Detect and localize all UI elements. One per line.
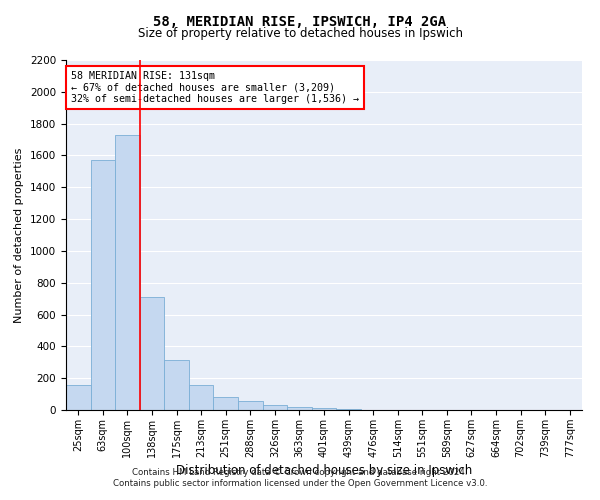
- Bar: [66, 384, 91, 410]
- Text: 58 MERIDIAN RISE: 131sqm
← 67% of detached houses are smaller (3,209)
32% of sem: 58 MERIDIAN RISE: 131sqm ← 67% of detach…: [71, 70, 359, 104]
- Bar: [238, 401, 263, 410]
- Bar: [287, 406, 312, 410]
- Bar: [189, 386, 214, 410]
- Bar: [164, 360, 189, 410]
- Bar: [91, 160, 115, 410]
- Bar: [312, 408, 336, 410]
- Text: Size of property relative to detached houses in Ipswich: Size of property relative to detached ho…: [137, 28, 463, 40]
- Y-axis label: Number of detached properties: Number of detached properties: [14, 148, 25, 322]
- Bar: [263, 405, 287, 410]
- Bar: [214, 398, 238, 410]
- Bar: [140, 297, 164, 410]
- Bar: [115, 135, 140, 410]
- Bar: [336, 409, 361, 410]
- Text: 58, MERIDIAN RISE, IPSWICH, IP4 2GA: 58, MERIDIAN RISE, IPSWICH, IP4 2GA: [154, 15, 446, 29]
- X-axis label: Distribution of detached houses by size in Ipswich: Distribution of detached houses by size …: [176, 464, 472, 477]
- Text: Contains HM Land Registry data © Crown copyright and database right 2024.
Contai: Contains HM Land Registry data © Crown c…: [113, 468, 487, 487]
